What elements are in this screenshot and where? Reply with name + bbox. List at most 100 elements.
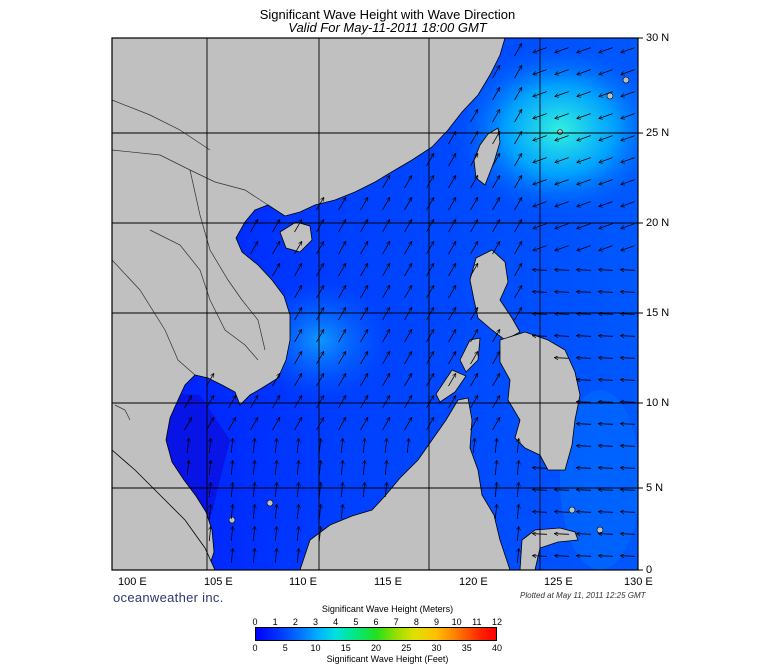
legend-tick-feet: 0: [252, 643, 258, 653]
wave-arrow: [517, 505, 518, 520]
wave-arrow: [231, 527, 232, 542]
legend-colorbar: [255, 627, 497, 641]
wave-arrow: [533, 270, 548, 271]
wave-arrow: [533, 534, 548, 535]
wave-arrow: [621, 424, 636, 425]
wave-arrow: [426, 220, 434, 233]
wave-arrow: [470, 418, 478, 431]
wave-arrow: [599, 292, 614, 293]
wave-arrow: [514, 198, 522, 211]
legend-tick-meters: 6: [373, 617, 379, 627]
wave-arrow: [621, 135, 635, 141]
wave-arrow: [470, 132, 478, 145]
wave-arrow: [231, 549, 232, 564]
wave-arrow: [404, 330, 412, 343]
plotted-timestamp: Plotted at May 11, 2011 12:25 GMT: [520, 591, 646, 600]
wave-arrow: [316, 418, 324, 431]
chart-title: Significant Wave Height with Wave Direct…: [259, 7, 516, 22]
wave-arrow: [404, 352, 412, 365]
wave-arrow: [448, 132, 456, 145]
wave-arrow: [338, 286, 346, 299]
wave-arrow: [473, 439, 474, 454]
wave-arrow: [599, 358, 614, 359]
wave-arrow: [555, 245, 569, 251]
wave-arrow: [319, 461, 320, 476]
wave-arrow: [517, 549, 518, 564]
wave-arrow: [599, 113, 613, 119]
wave-arrow: [495, 505, 496, 520]
wave-arrow: [577, 380, 592, 381]
wave-arrow: [470, 330, 478, 343]
wave-arrow: [250, 220, 258, 233]
legend-tick-meters: 11: [472, 617, 482, 627]
wave-arrow: [338, 396, 346, 409]
wave-arrow: [363, 439, 364, 454]
wave-arrow: [577, 468, 592, 469]
wave-arrow: [577, 292, 592, 293]
wave-arrow: [621, 512, 636, 513]
wave-arrow: [514, 66, 522, 79]
wave-arrow: [495, 483, 496, 498]
wave-arrow: [382, 242, 390, 255]
lat-label-30n: 30 N: [646, 32, 670, 44]
wave-arrow: [250, 418, 258, 431]
wave-arrow: [338, 242, 346, 255]
wave-arrow: [555, 534, 570, 535]
land-hainan: [279, 221, 313, 253]
wave-arrow: [206, 374, 214, 387]
wave-arrow: [621, 91, 635, 97]
wave-arrow: [404, 198, 412, 211]
wave-arrow: [272, 374, 280, 387]
wave-arrow: [448, 396, 456, 409]
legend-tick-meters: 0: [252, 617, 258, 627]
wave-arrow: [470, 374, 478, 387]
lat-label-10n: 10 N: [646, 397, 670, 409]
wave-arrow: [253, 527, 254, 542]
wave-arrow: [448, 176, 456, 189]
wave-arrow: [426, 418, 434, 431]
wave-arrow: [319, 505, 320, 520]
wave-arrow: [294, 220, 302, 233]
wave-arrow: [599, 201, 613, 207]
lat-label-15n: 15 N: [646, 307, 670, 319]
wave-arrow: [555, 223, 569, 229]
wave-arrow: [514, 132, 522, 145]
wave-arrow: [297, 549, 298, 564]
wave-arrow: [533, 314, 548, 315]
wave-arrow: [319, 483, 320, 498]
map-border: [111, 37, 639, 571]
lat-label-0: 0: [646, 564, 653, 576]
wave-arrow: [206, 396, 214, 409]
wave-arrow: [385, 461, 386, 476]
wave-arrow: [316, 242, 324, 255]
wave-arrow: [297, 483, 298, 498]
wave-arrow: [514, 242, 522, 255]
wave-arrow: [294, 286, 302, 299]
wave-arrow: [426, 374, 434, 387]
wave-arrow: [297, 527, 298, 542]
wave-arrow: [621, 201, 635, 207]
wave-arrow: [492, 88, 500, 101]
wave-arrow: [492, 176, 500, 189]
wave-arrow: [382, 352, 390, 365]
wave-arrow: [448, 242, 456, 255]
wave-arrow: [363, 483, 364, 498]
wave-arrow: [187, 439, 188, 454]
wave-arrow: [621, 69, 635, 75]
wave-arrow: [517, 527, 518, 542]
wave-arrow: [382, 176, 390, 189]
wave-arrow: [407, 439, 408, 454]
wave-arrow: [577, 424, 592, 425]
wave-arrow: [514, 220, 522, 233]
wave-arrow: [599, 47, 613, 53]
wave-arrow: [533, 468, 548, 469]
wave-arrow: [492, 396, 500, 409]
wave-arrow: [555, 157, 569, 163]
wave-arrow: [621, 380, 636, 381]
wave-arrow: [492, 198, 500, 211]
wave-arrow: [577, 47, 591, 53]
wave-arrow: [228, 396, 236, 409]
wave-arrow: [360, 418, 368, 431]
wave-arrow: [621, 157, 635, 163]
wave-arrow: [316, 198, 324, 211]
